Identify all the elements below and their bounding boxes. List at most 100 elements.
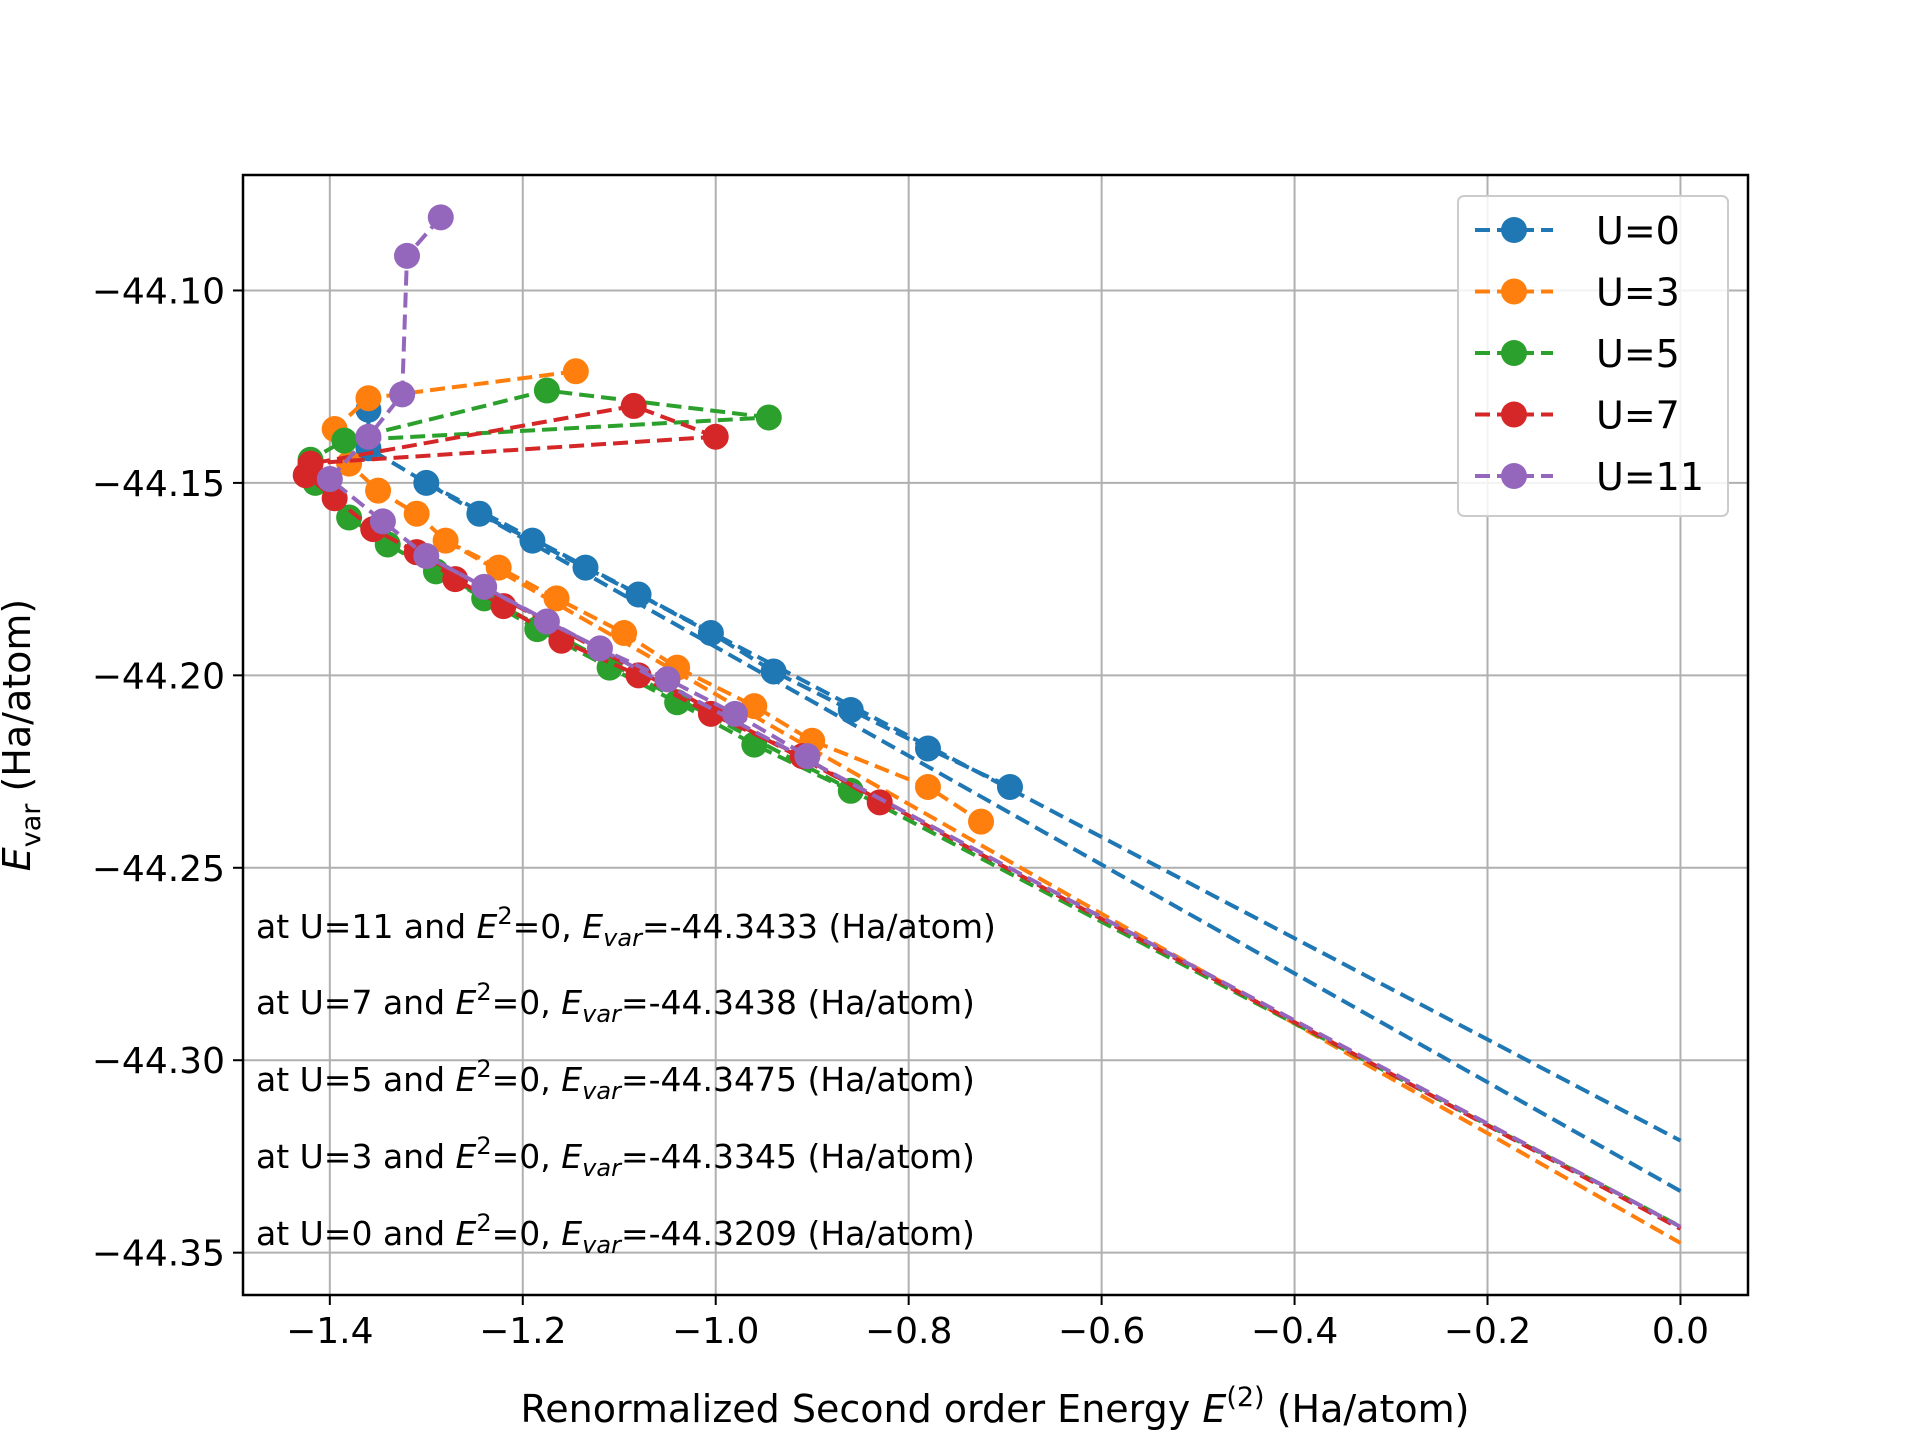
data-point xyxy=(316,466,343,493)
y-tick-label: −44.35 xyxy=(92,1234,225,1275)
annotation-text: at U=5 and E2=0, Evar=-44.3475 (Ha/atom) xyxy=(256,1055,975,1105)
annotation-sup: 2 xyxy=(476,1132,491,1160)
x-axis-label-text: Renormalized Second order Energy xyxy=(521,1387,1191,1431)
data-point xyxy=(432,527,459,554)
legend-marker xyxy=(1501,340,1527,366)
legend-entry: U=7 xyxy=(1475,394,1680,438)
data-point xyxy=(697,700,724,727)
x-tick-label: −1.2 xyxy=(479,1311,566,1352)
y-axis-label: Evar (Ha/atom) xyxy=(0,599,47,872)
fit-line xyxy=(425,554,1682,1229)
data-point xyxy=(471,573,498,600)
data-point xyxy=(586,635,613,662)
data-point xyxy=(794,743,821,770)
y-axis-ticks: −44.10 −44.15 −44.20 −44.25 −44.30 −44.35 xyxy=(92,271,243,1275)
plot-area xyxy=(292,204,1682,1245)
x-tick-label: −0.8 xyxy=(865,1311,952,1352)
annotation-mid: =0, xyxy=(492,983,562,1022)
data-point xyxy=(625,581,652,608)
data-point xyxy=(466,500,493,527)
x-axis-ticks: −1.4 −1.2 −1.0 −0.8 −0.6 −0.4 −0.2 0.0 xyxy=(286,1295,1709,1352)
series-line xyxy=(303,403,881,805)
x-axis-label: Renormalized Second order Energy E(2) (H… xyxy=(521,1382,1470,1431)
legend-box xyxy=(1457,195,1729,517)
legend-label: U=5 xyxy=(1596,332,1680,376)
annotation-mid: =0, xyxy=(513,907,583,946)
data-point xyxy=(697,620,724,647)
data-point xyxy=(485,554,512,581)
data-point xyxy=(413,543,440,570)
annotation-suffix: =-44.3209 (Ha/atom) xyxy=(621,1214,975,1253)
x-tick-label: −0.6 xyxy=(1058,1311,1145,1352)
annotation-sup: 2 xyxy=(476,1055,491,1083)
annotation-math: E xyxy=(477,907,498,946)
legend-marker xyxy=(1501,401,1527,428)
annotation-prefix: at U=11 and xyxy=(256,907,477,946)
annotation-suffix: =-44.3475 (Ha/atom) xyxy=(621,1060,975,1099)
annotation-sup: 2 xyxy=(497,902,512,930)
x-axis-label-unit: (Ha/atom) xyxy=(1277,1387,1470,1431)
data-point xyxy=(355,385,382,412)
annotation-sub: var xyxy=(582,1154,623,1182)
data-point xyxy=(533,377,560,404)
data-point xyxy=(369,508,396,535)
legend: U=0 U=3 U=5 U=7 U=11 xyxy=(1457,195,1729,517)
data-point xyxy=(914,773,941,800)
data-point xyxy=(365,477,392,504)
y-tick-label: −44.20 xyxy=(92,656,225,697)
data-point xyxy=(292,462,319,489)
y-tick-label: −44.25 xyxy=(92,849,225,890)
data-point xyxy=(866,789,893,816)
data-point xyxy=(355,423,382,450)
annotation-text: at U=7 and E2=0, Evar=-44.3438 (Ha/atom) xyxy=(256,978,975,1028)
y-axis-label-sub: var xyxy=(16,803,47,848)
legend-entry: U=3 xyxy=(1475,271,1680,315)
data-point xyxy=(722,700,749,727)
fit-line xyxy=(305,434,716,466)
x-tick-label: 0.0 xyxy=(1652,1311,1709,1352)
data-point xyxy=(996,773,1023,800)
data-point xyxy=(331,427,358,454)
data-point xyxy=(968,808,995,835)
legend-marker xyxy=(1501,278,1527,305)
annotation-sub: var xyxy=(582,1231,623,1259)
annotation-sub: var xyxy=(582,1000,623,1028)
annotation-math: E xyxy=(456,1137,477,1176)
y-tick-label: −44.30 xyxy=(92,1041,225,1082)
legend-label: U=11 xyxy=(1596,455,1704,499)
annotation-math2: E xyxy=(582,907,603,946)
legend-entry: U=0 xyxy=(1475,209,1680,253)
data-point xyxy=(389,381,416,408)
annotation-math: E xyxy=(456,983,477,1022)
data-point xyxy=(837,696,864,723)
x-tick-label: −1.0 xyxy=(672,1311,759,1352)
data-point xyxy=(702,423,729,450)
annotation-sub: var xyxy=(603,924,644,952)
y-tick-label: −44.15 xyxy=(92,464,225,505)
x-tick-label: −0.2 xyxy=(1444,1311,1531,1352)
fit-line xyxy=(444,538,1682,1245)
annotation-prefix: at U=3 and xyxy=(256,1137,456,1176)
x-tick-label: −1.4 xyxy=(286,1311,373,1352)
data-point xyxy=(914,735,941,762)
annotation-sub: var xyxy=(582,1077,623,1105)
legend-entry: U=11 xyxy=(1475,455,1704,499)
fit-line xyxy=(478,511,1682,1193)
y-tick-label: −44.10 xyxy=(92,271,225,312)
annotation-math2: E xyxy=(561,1214,582,1253)
annotation-math: E xyxy=(456,1060,477,1099)
data-point xyxy=(427,204,454,231)
series-u-11 xyxy=(316,204,1682,1229)
annotations: at U=11 and E2=0, Evar=-44.3433 (Ha/atom… xyxy=(256,902,996,1259)
legend-label: U=3 xyxy=(1596,271,1680,315)
annotation-math: E xyxy=(456,1214,477,1253)
fit-line xyxy=(344,415,769,443)
fit-line xyxy=(425,481,1682,1143)
data-point xyxy=(760,658,787,685)
data-point xyxy=(755,404,782,431)
annotation-sup: 2 xyxy=(476,1209,491,1237)
data-point xyxy=(394,242,421,269)
data-point xyxy=(562,358,589,385)
data-point xyxy=(543,585,570,612)
data-point xyxy=(413,469,440,496)
